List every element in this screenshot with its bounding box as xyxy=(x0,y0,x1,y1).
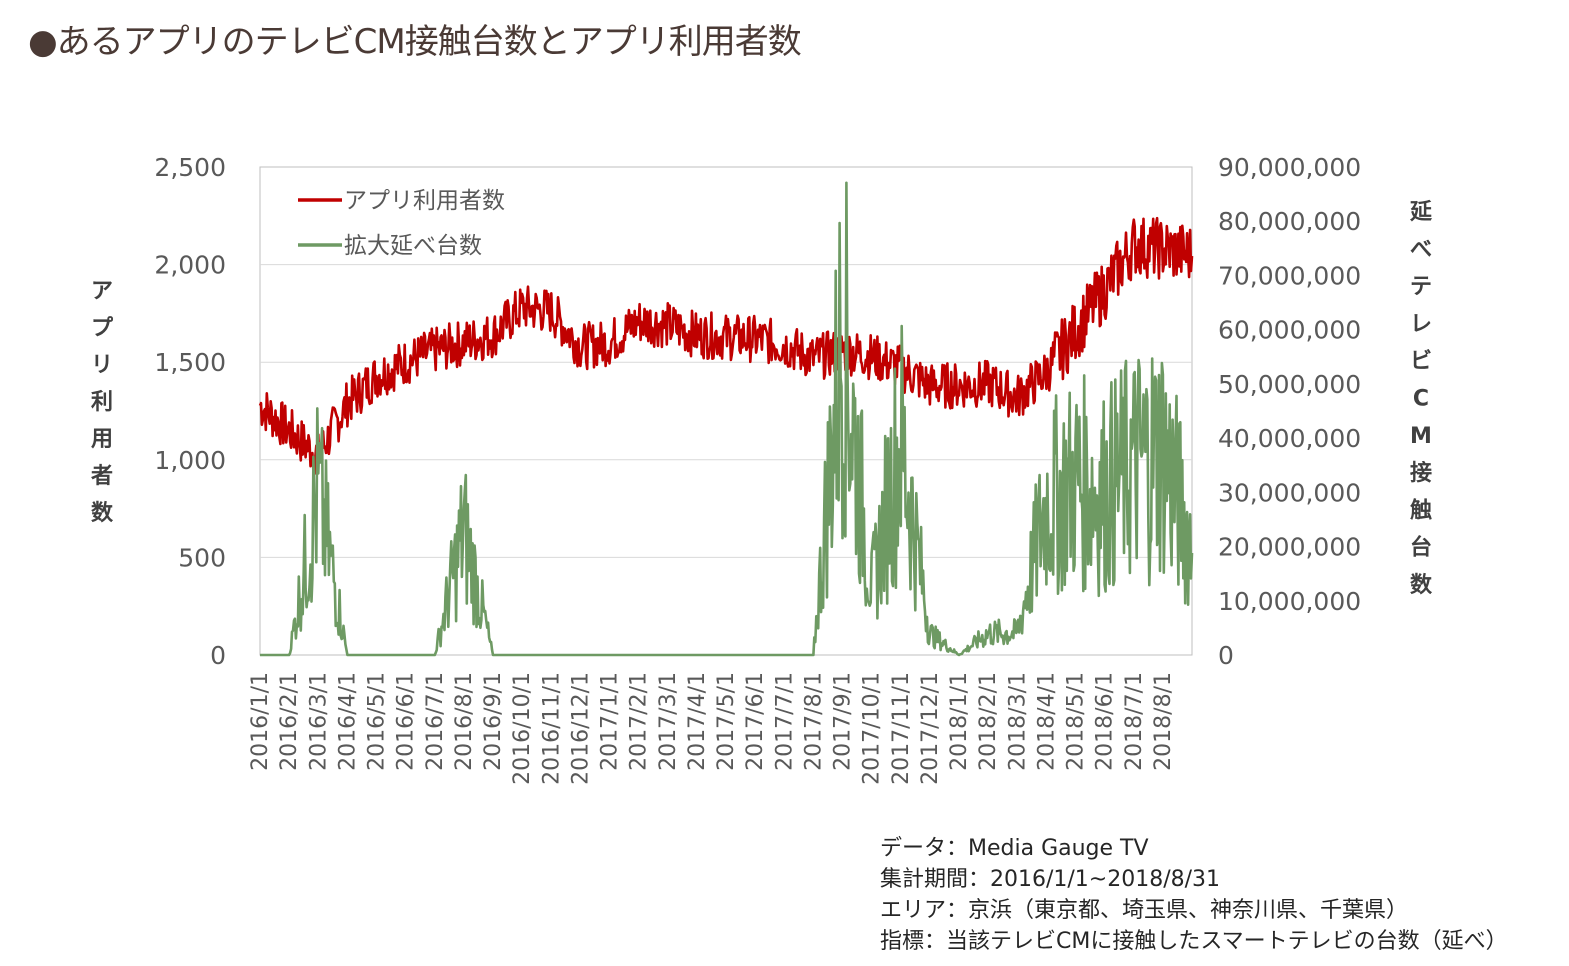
x-tick-label: 2017/7/1 xyxy=(772,672,797,771)
x-axis-ticks: 2016/1/1 2016/2/1 2016/3/1 2016/4/1 2016/5/1… xyxy=(248,672,1176,785)
note-data-source: データ：Media Gauge TV xyxy=(880,836,1149,861)
x-tick-label: 2018/7/1 xyxy=(1122,672,1147,771)
x-tick-label: 2017/8/1 xyxy=(801,672,826,771)
legend-label-cm: 拡大延べ台数 xyxy=(344,233,482,259)
x-tick-label: 2017/9/1 xyxy=(831,672,856,771)
x-tick-label: 2017/5/1 xyxy=(714,672,739,771)
x-tick-label: 2016/7/1 xyxy=(423,672,448,771)
x-tick-label: 2016/12/1 xyxy=(568,672,593,785)
axis-titles: アプリ利用者数 延べテレビ C M 接触台数 xyxy=(90,200,1433,598)
right-tick-label: 40,000,000 xyxy=(1218,424,1361,453)
right-tick-label: 70,000,000 xyxy=(1218,261,1361,290)
x-tick-label: 2016/5/1 xyxy=(365,672,390,771)
x-tick-label: 2017/12/1 xyxy=(918,672,943,785)
left-tick-label: 500 xyxy=(178,543,226,572)
right-axis-ticks: 0 10,000,000 20,000,000 30,000,000 40,000,00… xyxy=(1218,153,1361,670)
right-tick-label: 0 xyxy=(1218,641,1234,670)
x-tick-label: 2017/2/1 xyxy=(627,672,652,771)
x-tick-label: 2016/11/1 xyxy=(539,672,564,785)
x-tick-label: 2018/6/1 xyxy=(1093,672,1118,771)
left-tick-label: 0 xyxy=(210,641,226,670)
x-tick-label: 2018/4/1 xyxy=(1034,672,1059,771)
x-tick-label: 2017/1/1 xyxy=(598,672,623,771)
right-tick-label: 50,000,000 xyxy=(1218,370,1361,399)
x-tick-label: 2017/4/1 xyxy=(685,672,710,771)
legend-label-users: アプリ利用者数 xyxy=(344,188,505,214)
left-tick-label: 2,500 xyxy=(154,153,226,182)
right-tick-label: 10,000,000 xyxy=(1218,587,1361,616)
left-axis-ticks: 0 500 1,000 1,500 2,000 2,500 xyxy=(154,153,226,670)
x-tick-label: 2018/5/1 xyxy=(1064,672,1089,771)
x-tick-label: 2016/4/1 xyxy=(335,672,360,771)
note-metric: 指標：当該テレビCMに接触したスマートテレビの台数（延べ） xyxy=(880,929,1508,954)
note-period: 集計期間：2016/1/1~2018/8/31 xyxy=(880,867,1221,892)
page-title: ●あるアプリのテレビCM接触台数とアプリ利用者数 xyxy=(28,22,802,62)
right-tick-label: 60,000,000 xyxy=(1218,316,1361,345)
left-tick-label: 1,000 xyxy=(154,446,226,475)
x-tick-label: 2016/2/1 xyxy=(277,672,302,771)
x-tick-label: 2016/10/1 xyxy=(510,672,535,785)
right-tick-label: 30,000,000 xyxy=(1218,478,1361,507)
right-tick-label: 90,000,000 xyxy=(1218,153,1361,182)
cm-line xyxy=(259,181,1194,657)
x-tick-label: 2016/6/1 xyxy=(394,672,419,771)
x-tick-label: 2016/3/1 xyxy=(306,672,331,771)
note-area: エリア：京浜（東京都、埼玉県、神奈川県、千葉県） xyxy=(880,898,1409,923)
x-tick-label: 2017/6/1 xyxy=(743,672,768,771)
x-tick-label: 2018/2/1 xyxy=(976,672,1001,771)
x-tick-label: 2018/3/1 xyxy=(1005,672,1030,771)
x-tick-label: 2016/9/1 xyxy=(481,672,506,771)
x-tick-label: 2018/8/1 xyxy=(1151,672,1176,771)
left-tick-label: 1,500 xyxy=(154,348,226,377)
right-tick-label: 20,000,000 xyxy=(1218,533,1361,562)
left-tick-label: 2,000 xyxy=(154,251,226,280)
x-tick-label: 2016/1/1 xyxy=(248,672,273,771)
right-tick-label: 80,000,000 xyxy=(1218,207,1361,236)
x-tick-label: 2016/8/1 xyxy=(452,672,477,771)
x-tick-label: 2017/11/1 xyxy=(889,672,914,785)
x-tick-label: 2018/1/1 xyxy=(947,672,972,771)
right-axis-title: 延べテレビ C M 接触台数 xyxy=(1409,200,1433,598)
series-lines xyxy=(258,181,1194,657)
left-axis-title: アプリ利用者数 xyxy=(90,279,114,526)
x-tick-label: 2017/10/1 xyxy=(860,672,885,785)
x-tick-label: 2017/3/1 xyxy=(656,672,681,771)
users-line xyxy=(258,216,1194,475)
